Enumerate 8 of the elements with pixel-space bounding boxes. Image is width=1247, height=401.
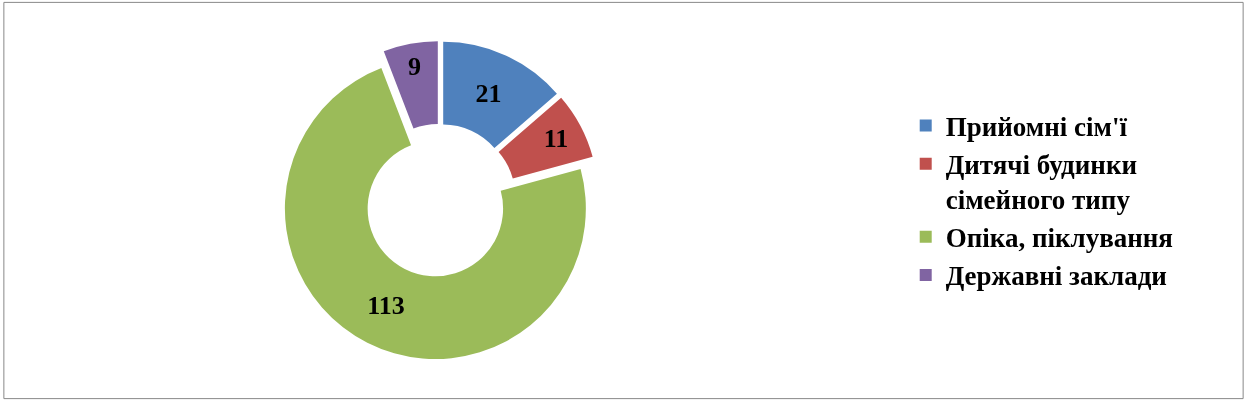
data-label: 113 bbox=[367, 291, 405, 321]
data-label: 9 bbox=[408, 52, 422, 82]
legend-label: Державні заклади bbox=[945, 261, 1167, 292]
data-label: 21 bbox=[475, 78, 502, 108]
legend-label: Опіка, піклування bbox=[945, 223, 1173, 254]
legend-label: Дитячі будинки сімейного типу bbox=[945, 150, 1137, 216]
data-label: 11 bbox=[543, 123, 569, 153]
legend-label: Прийомні сім'ї bbox=[945, 112, 1128, 143]
